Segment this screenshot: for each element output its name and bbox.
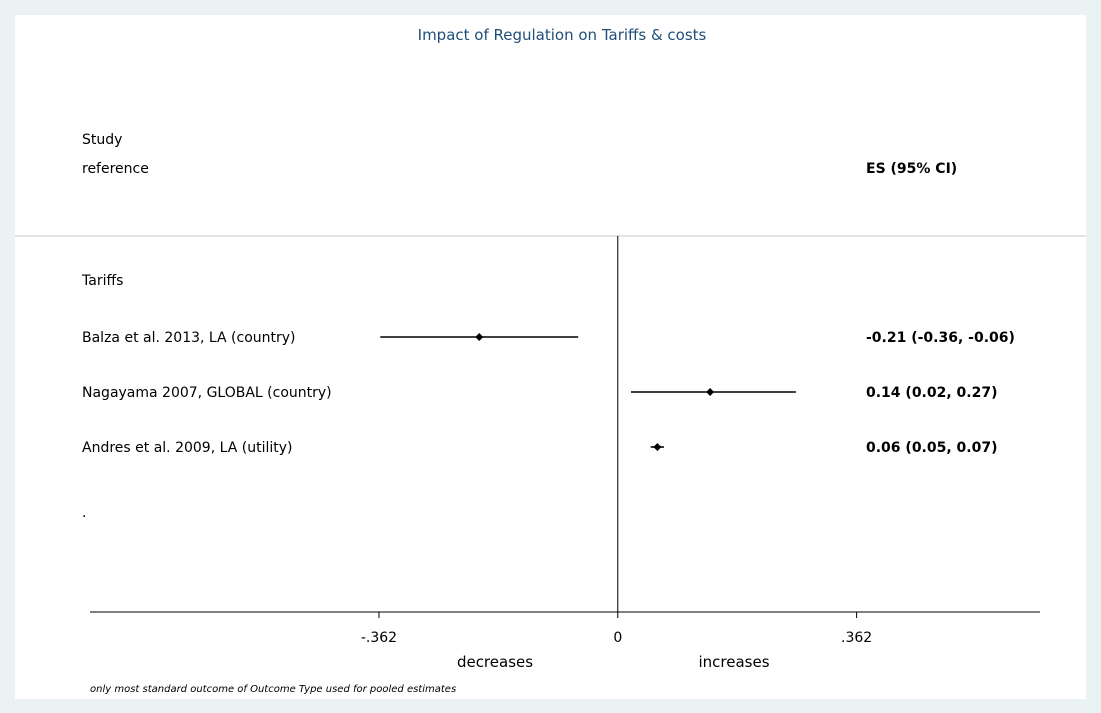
header-es: ES (95% CI) xyxy=(866,161,957,177)
es-text: 0.06 (0.05, 0.07) xyxy=(866,440,998,456)
point-estimate xyxy=(653,443,662,451)
study-label: Andres et al. 2009, LA (utility) xyxy=(82,440,292,456)
x-tick-label: 0 xyxy=(613,630,622,646)
es-text: -0.21 (-0.36, -0.06) xyxy=(866,330,1015,346)
study-label: Nagayama 2007, GLOBAL (country) xyxy=(82,385,332,401)
group-label: Tariffs xyxy=(81,273,123,289)
trailing-label: . xyxy=(82,505,86,521)
point-estimate xyxy=(475,333,484,341)
header-study: Study xyxy=(82,132,122,148)
direction-increases: increases xyxy=(698,653,769,671)
study-label: Balza et al. 2013, LA (country) xyxy=(82,330,296,346)
x-tick-label: -.362 xyxy=(361,630,397,646)
x-tick-label: .362 xyxy=(841,630,872,646)
chart-title: Impact of Regulation on Tariffs & costs xyxy=(418,26,707,44)
direction-decreases: decreases xyxy=(457,653,533,671)
header-reference: reference xyxy=(82,161,149,177)
es-text: 0.14 (0.02, 0.27) xyxy=(866,385,998,401)
plot-panel xyxy=(15,15,1086,699)
point-estimate xyxy=(706,388,715,396)
footnote: only most standard outcome of Outcome Ty… xyxy=(90,684,456,695)
